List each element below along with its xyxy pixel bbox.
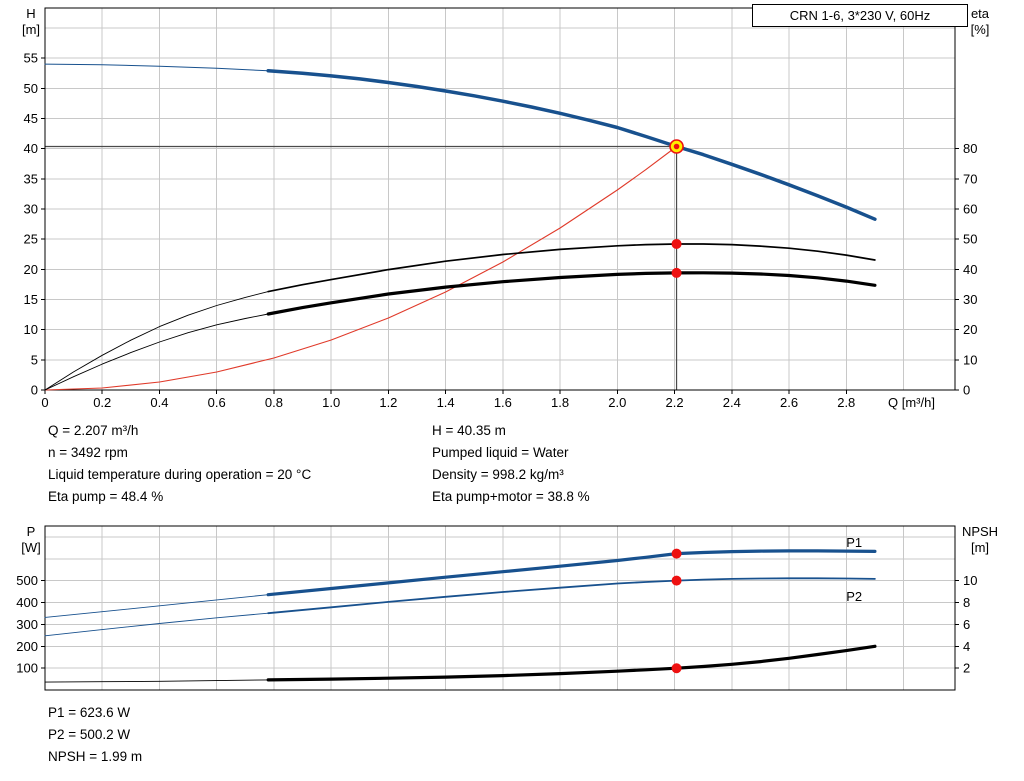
series-npsh-thin	[44, 679, 269, 683]
series-p1	[266, 549, 877, 597]
duty-info-left: Q = 2.207 m³/h n = 3492 rpm Liquid tempe…	[48, 420, 311, 508]
x-tick-label: 2.8	[837, 395, 855, 410]
curve-label-p2: P2	[846, 589, 862, 604]
y-axis-label-left: [W]	[21, 540, 41, 555]
operating-point-dot	[671, 663, 682, 674]
y-tick-label-left: 500	[16, 573, 38, 588]
y-axis-label-left: P	[27, 524, 36, 539]
y-tick-label-left: 400	[16, 595, 38, 610]
x-tick-label: 2.2	[666, 395, 684, 410]
y-tick-label-left: 30	[24, 201, 38, 216]
y-tick-label-left: 25	[24, 232, 38, 247]
x-tick-label: 1.6	[494, 395, 512, 410]
y-tick-label-right: 4	[963, 639, 970, 654]
info-line-p2: P2 = 500.2 W	[48, 727, 131, 742]
x-axis-label: Q [m³/h]	[888, 395, 935, 410]
operating-point-dot	[671, 548, 682, 559]
info-line-p1: P1 = 623.6 W	[48, 705, 131, 720]
series-eta-pump-thin	[44, 291, 269, 391]
y-tick-label-right: 10	[963, 573, 977, 588]
x-tick-label: 1.2	[379, 395, 397, 410]
x-tick-label: 2.6	[780, 395, 798, 410]
y-axis-label-right: [%]	[971, 22, 990, 37]
y-axis-label-right: NPSH	[962, 524, 998, 539]
y-tick-label-left: 300	[16, 617, 38, 632]
series-p2	[267, 577, 876, 615]
y-tick-label-left: 55	[24, 51, 38, 66]
y-tick-label-right: 80	[963, 141, 977, 156]
series-npsh	[266, 644, 877, 682]
x-tick-label: 0	[41, 395, 48, 410]
y-tick-label-right: 40	[963, 262, 977, 277]
info-line-flow: Q = 2.207 m³/h	[48, 423, 139, 438]
power-npsh-chart: 100 200 300 400 500 2 4 6 8 10 P[W] NPSH[m] P1 P2	[16, 524, 998, 691]
y-tick-label-right: 8	[963, 595, 970, 610]
y-tick-label-left: 200	[16, 639, 38, 654]
series-head-curve	[266, 69, 877, 221]
series-system-curve	[44, 145, 678, 391]
curve-label-p1: P1	[846, 535, 862, 550]
y-tick-label-left: 0	[31, 383, 38, 398]
y-tick-label-right: 0	[963, 383, 970, 398]
operating-point-dot	[671, 238, 682, 249]
x-tick-label: 1.8	[551, 395, 569, 410]
y-tick-label-left: 40	[24, 141, 38, 156]
operating-point-dot	[671, 267, 682, 278]
x-tick-label: 1.0	[322, 395, 340, 410]
x-tick-label: 0.6	[208, 395, 226, 410]
duty-point-center	[673, 143, 680, 150]
pump-model-title: CRN 1-6, 3*230 V, 60Hz	[752, 4, 968, 27]
y-tick-label-right: 50	[963, 232, 977, 247]
y-axis-label-right: [m]	[971, 540, 989, 555]
x-tick-label: 0.8	[265, 395, 283, 410]
info-line-eta-pump-motor: Eta pump+motor = 38.8 %	[432, 489, 590, 504]
series-eta-pump	[267, 243, 876, 293]
plot-border	[44, 525, 956, 691]
y-tick-label-left: 100	[16, 661, 38, 676]
y-tick-label-right: 60	[963, 201, 977, 216]
info-line-npsh: NPSH = 1.99 m	[48, 749, 143, 764]
y-tick-label-left: 20	[24, 262, 38, 277]
x-tick-label: 2.4	[723, 395, 741, 410]
x-tick-label: 0.4	[150, 395, 168, 410]
y-tick-label-right: 6	[963, 617, 970, 632]
x-tick-label: 2.0	[608, 395, 626, 410]
qh-eta-chart: 0 5 10 15 20 25 30 35 40 45 50 55 0 10 20 30 40 50 60 70 80 0…	[22, 6, 990, 410]
y-tick-label-right: 20	[963, 322, 977, 337]
plot-border	[44, 7, 956, 391]
y-tick-label-right: 10	[963, 352, 977, 367]
info-line-head: H = 40.35 m	[432, 423, 506, 438]
y-tick-label-right: 30	[963, 292, 977, 307]
power-info: P1 = 623.6 W P2 = 500.2 W NPSH = 1.99 m	[48, 702, 142, 768]
y-tick-label-left: 50	[24, 81, 38, 96]
y-axis-label-left: [m]	[22, 22, 40, 37]
duty-info-right: H = 40.35 m Pumped liquid = Water Densit…	[432, 420, 590, 508]
y-axis-label-left: H	[26, 6, 35, 21]
info-line-liquid-temperature: Liquid temperature during operation = 20…	[48, 467, 312, 482]
info-line-density: Density = 998.2 kg/m³	[432, 467, 564, 482]
info-line-speed: n = 3492 rpm	[48, 445, 128, 460]
operating-point-dot	[671, 575, 682, 586]
y-tick-label-left: 10	[24, 322, 38, 337]
y-tick-label-left: 45	[24, 111, 38, 126]
y-tick-label-left: 35	[24, 171, 38, 186]
y-axis-label-right: eta	[971, 6, 990, 21]
y-tick-label-right: 2	[963, 661, 970, 676]
y-tick-label-left: 5	[31, 352, 38, 367]
series-eta-pump-motor	[266, 271, 877, 316]
x-tick-label: 0.2	[93, 395, 111, 410]
series-p2-thin	[44, 612, 269, 637]
info-line-eta-pump: Eta pump = 48.4 %	[48, 489, 164, 504]
series-eta-pump-motor-thin	[44, 313, 269, 391]
y-tick-label-left: 15	[24, 292, 38, 307]
x-tick-label: 1.4	[437, 395, 455, 410]
series-head-curve-thin	[44, 63, 269, 72]
info-line-pumped-liquid: Pumped liquid = Water	[432, 445, 569, 460]
series-p1-thin	[44, 594, 269, 618]
y-tick-label-right: 70	[963, 171, 977, 186]
